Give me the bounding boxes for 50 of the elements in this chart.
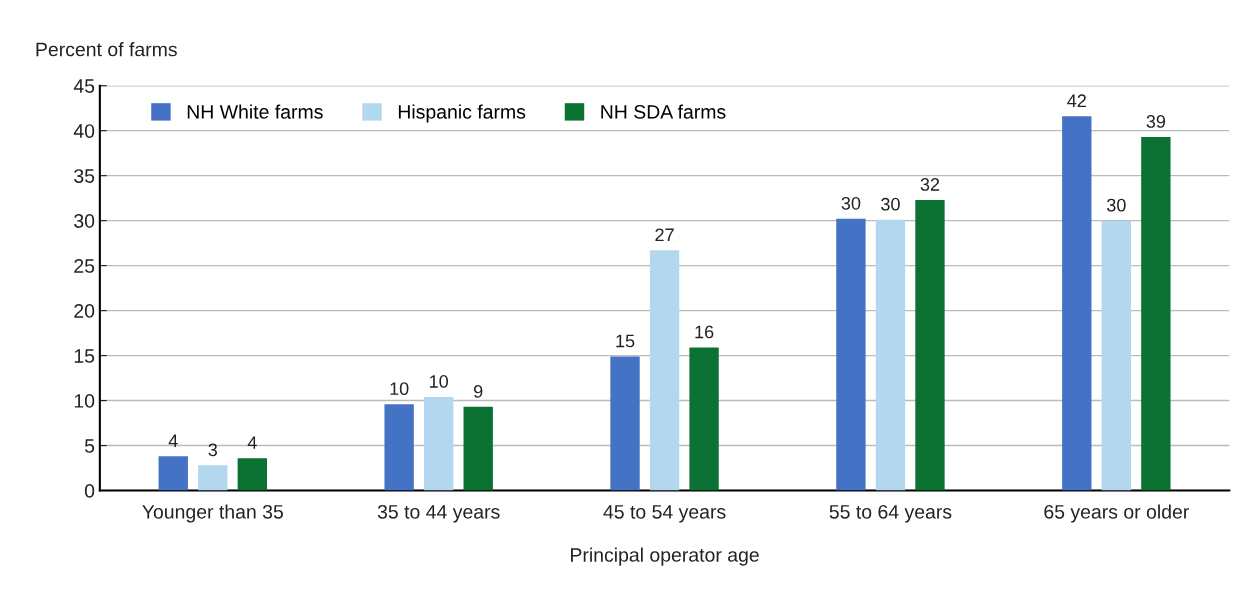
y-tick-label: 5: [84, 439, 95, 453]
legend-label: NH White farms: [187, 104, 323, 119]
data-label: 16: [695, 325, 714, 339]
data-label: 10: [430, 375, 449, 388]
x-tick-label: 35 to 44 years: [377, 504, 500, 523]
y-tick-label: 30: [74, 214, 95, 228]
data-label: 3: [208, 443, 218, 457]
x-tick-label: 65 years or older: [1044, 504, 1189, 523]
bar: [237, 458, 267, 491]
bar: [1101, 220, 1132, 491]
data-label: 4: [168, 434, 178, 448]
y-tick-label: 35: [74, 169, 95, 183]
y-axis-title: Percent of farms: [36, 42, 177, 57]
bar: [915, 199, 945, 491]
y-tick-label: 0: [84, 484, 95, 498]
data-label: 42: [1067, 94, 1086, 107]
bar: [875, 219, 906, 491]
bar: [463, 406, 493, 491]
bar: [610, 356, 640, 491]
x-tick-label: 55 to 64 years: [829, 504, 952, 523]
data-label: 30: [881, 197, 900, 211]
y-tick-label: 15: [74, 349, 95, 363]
data-label: 27: [655, 228, 674, 242]
bar: [384, 404, 414, 491]
bar: [423, 396, 454, 491]
data-label: 9: [474, 384, 483, 398]
bar: [1141, 136, 1171, 491]
data-label: 10: [390, 382, 409, 396]
bar: [158, 456, 188, 491]
data-label: 30: [1106, 198, 1126, 212]
data-label: 30: [841, 196, 861, 210]
y-tick-label: 40: [73, 124, 95, 138]
x-axis-title: Principal operator age: [571, 547, 759, 566]
x-tick-label: 45 to 54 years: [603, 505, 726, 523]
y-tick-label: 25: [74, 259, 95, 273]
y-tick-label: 45: [73, 79, 95, 93]
bar: [1062, 116, 1092, 491]
bar: [198, 465, 228, 491]
bar: [649, 250, 680, 491]
legend-label: NH SDA farms: [601, 104, 726, 119]
legend-label: Hispanic farms: [398, 104, 526, 123]
x-tick-label: Younger than 35: [142, 504, 283, 523]
data-label: 39: [1146, 115, 1166, 128]
data-label: 32: [920, 178, 940, 191]
data-label: 15: [616, 334, 635, 348]
data-label: 4: [247, 436, 257, 449]
y-tick-label: 10: [74, 394, 95, 408]
y-tick-label: 20: [74, 304, 95, 318]
bar: [836, 218, 866, 491]
bar: [689, 347, 719, 491]
